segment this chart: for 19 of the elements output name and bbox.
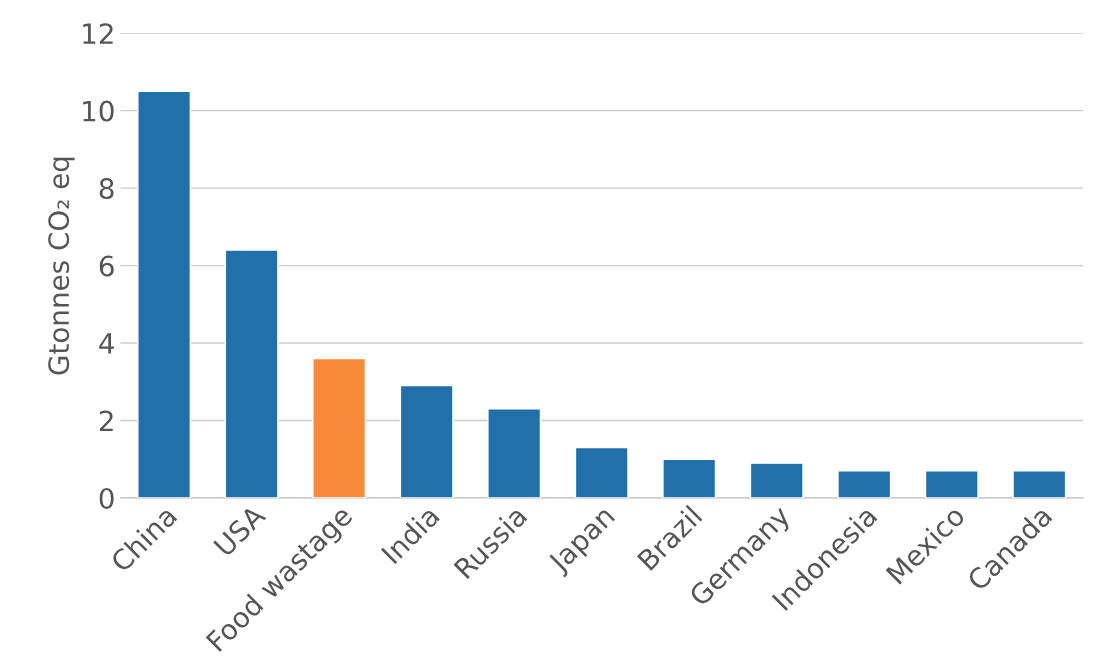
bar [574, 446, 629, 498]
bar [924, 470, 979, 498]
y-axis-title: Gtonnes CO₂ eq [48, 157, 75, 375]
bar [399, 384, 454, 498]
bar [1012, 470, 1067, 498]
y-tick-label: 10 [83, 100, 114, 122]
bar [224, 249, 279, 498]
y-tick-label: 6 [99, 255, 114, 277]
y-tick-label: 2 [99, 410, 113, 432]
bar [837, 470, 892, 498]
bar [749, 462, 804, 498]
bar [312, 357, 367, 498]
y-tick-label: 8 [99, 178, 114, 200]
bar [487, 408, 542, 498]
y-tick-label: 4 [99, 333, 114, 354]
bar [662, 458, 717, 498]
bar [137, 90, 192, 498]
y-tick-label: 0 [99, 487, 114, 509]
y-tick-label: 12 [83, 23, 113, 44]
